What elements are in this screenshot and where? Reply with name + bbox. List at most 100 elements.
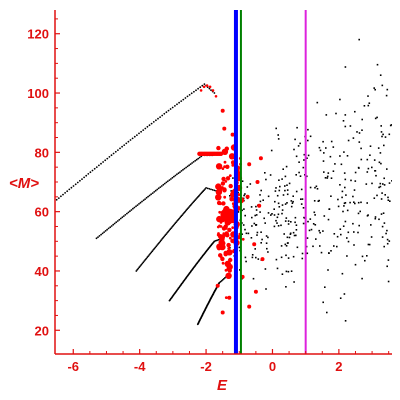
- data-point: [386, 168, 388, 170]
- data-point: [381, 225, 384, 228]
- data-point: [327, 269, 329, 271]
- data-point: [303, 153, 306, 156]
- data-point: [277, 213, 280, 216]
- curve-point: [118, 218, 121, 221]
- data-point: [293, 281, 295, 283]
- data-point: [298, 161, 300, 163]
- data-point: [388, 133, 391, 136]
- data-point: [241, 209, 243, 212]
- curve-point: [208, 188, 211, 190]
- data-point: [314, 186, 316, 189]
- data-point: [386, 242, 389, 245]
- curve-point: [121, 145, 123, 148]
- data-point: [349, 125, 352, 127]
- curve-point: [165, 111, 168, 114]
- curve-point: [132, 207, 134, 210]
- data-point: [270, 149, 273, 152]
- curve-point: [176, 103, 178, 106]
- data-point: [286, 193, 289, 196]
- data-point: [259, 200, 262, 203]
- curve-point: [180, 170, 183, 172]
- curve-point: [85, 174, 88, 177]
- red-point: [252, 242, 257, 247]
- data-point: [388, 240, 391, 242]
- data-point: [347, 240, 350, 243]
- curve-point: [174, 174, 177, 177]
- red-point: [218, 195, 222, 199]
- data-point: [284, 203, 287, 205]
- data-point: [284, 175, 287, 178]
- red-point: [221, 176, 226, 182]
- curve-point: [106, 228, 108, 231]
- data-point: [256, 234, 258, 236]
- data-point: [251, 254, 254, 256]
- data-point: [333, 245, 335, 247]
- red-point: [223, 205, 230, 213]
- red-point: [225, 233, 230, 238]
- curve-point: [164, 234, 167, 237]
- data-point: [245, 260, 247, 263]
- data-point: [285, 217, 288, 219]
- curve-point: [217, 238, 220, 241]
- red-point: [216, 200, 222, 206]
- curve-point: [150, 122, 153, 125]
- data-point: [330, 195, 332, 197]
- red-point: [247, 162, 252, 167]
- data-point: [346, 209, 349, 212]
- curve-point: [154, 189, 157, 192]
- data-point: [339, 228, 342, 230]
- curve-point: [110, 225, 113, 227]
- data-point: [259, 194, 261, 196]
- red-point: [220, 108, 225, 113]
- y-tick-label: 20: [35, 323, 49, 338]
- data-point: [323, 215, 326, 217]
- red-point: [214, 95, 218, 98]
- curve-point: [108, 156, 111, 158]
- data-point: [280, 224, 282, 227]
- red-point: [223, 160, 227, 164]
- data-point: [306, 175, 308, 178]
- curve-point: [114, 150, 117, 153]
- curve-point: [165, 233, 168, 236]
- curve-point: [112, 152, 115, 155]
- data-point: [263, 217, 265, 220]
- curve-point: [166, 232, 169, 234]
- data-point: [292, 200, 294, 203]
- data-point: [274, 200, 276, 203]
- curve-point: [104, 230, 107, 232]
- data-point: [296, 126, 298, 129]
- curve-point: [163, 235, 166, 238]
- data-point: [344, 186, 346, 189]
- curve-point: [213, 92, 216, 94]
- data-point: [382, 133, 384, 136]
- data-point: [352, 222, 354, 225]
- curve-point: [87, 173, 90, 175]
- red-point: [228, 183, 233, 189]
- curve-point: [152, 249, 155, 251]
- curve-point: [205, 187, 208, 189]
- data-point: [302, 166, 305, 169]
- data-point: [342, 120, 345, 122]
- data-point: [363, 105, 366, 107]
- curve-point: [180, 100, 183, 102]
- data-point: [319, 149, 322, 152]
- curve-point: [140, 130, 143, 133]
- red-point: [225, 164, 230, 169]
- data-point: [344, 202, 347, 204]
- data-point: [288, 182, 291, 185]
- data-point: [270, 214, 272, 216]
- data-point: [328, 252, 330, 254]
- data-point: [389, 200, 391, 202]
- data-point: [243, 208, 245, 210]
- red-point: [226, 242, 231, 248]
- curve-point: [74, 183, 77, 186]
- data-point: [280, 245, 283, 247]
- data-point: [358, 141, 361, 143]
- data-point: [330, 140, 333, 143]
- data-point: [333, 233, 336, 235]
- curve-point: [144, 198, 147, 201]
- data-point: [344, 220, 347, 223]
- data-point: [287, 242, 289, 244]
- curve-point: [179, 171, 181, 174]
- red-point: [216, 243, 223, 250]
